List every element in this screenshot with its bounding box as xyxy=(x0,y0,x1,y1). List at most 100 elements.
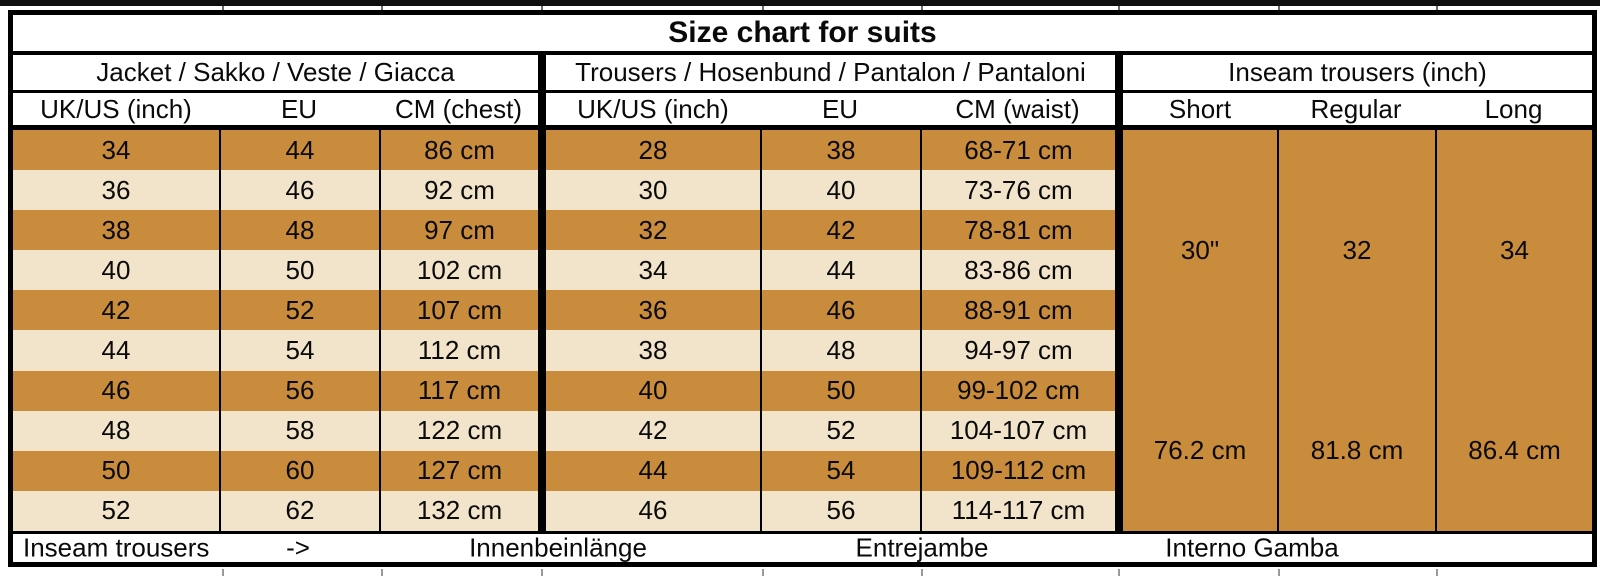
gridline-tick xyxy=(1436,569,1438,576)
trousers-eu-value: 54 xyxy=(760,450,920,491)
table-row: 38 48 97 cm xyxy=(13,210,538,251)
jacket-group-header: Jacket / Sakko / Veste / Giacca xyxy=(13,55,538,93)
trousers-cm-value: 83-86 cm xyxy=(920,250,1115,291)
trousers-col-eu: EU xyxy=(821,93,859,124)
gridline-tick xyxy=(381,6,383,10)
jacket-eu-value: 48 xyxy=(219,210,379,251)
trousers-rows: 28 38 68-71 cm 30 40 73-76 cm 32 42 78-81 cm 3… xyxy=(546,130,1115,531)
jacket-cm-value: 117 cm xyxy=(379,370,538,411)
jacket-section: Jacket / Sakko / Veste / Giacca UK/US (i… xyxy=(13,55,538,531)
inseam-group-header: Inseam trousers (inch) xyxy=(1123,55,1592,93)
jacket-ukus-value: 34 xyxy=(101,134,131,165)
table-row: 30 40 73-76 cm xyxy=(546,170,1115,211)
table-row: 34 44 86 cm xyxy=(13,130,538,171)
table-row: 44 54 112 cm xyxy=(13,330,538,371)
inseam-col-regular: Regular xyxy=(1310,93,1402,124)
table-row: 48 58 122 cm xyxy=(13,410,538,451)
table-row: 40 50 99-102 cm xyxy=(546,370,1115,411)
trousers-ukus-value: 44 xyxy=(638,455,668,486)
trousers-cm-value: 109-112 cm xyxy=(920,450,1115,491)
inseam-regular-column: 32 81.8 cm xyxy=(1277,130,1435,531)
jacket-eu-value: 52 xyxy=(219,290,379,331)
trousers-cm-value: 99-102 cm xyxy=(920,370,1115,411)
trousers-eu-value: 52 xyxy=(760,410,920,451)
trousers-ukus-value: 28 xyxy=(638,134,668,165)
jacket-eu-value: 46 xyxy=(219,170,379,211)
size-chart-table: Size chart for suits Jacket / Sakko / Ve… xyxy=(8,10,1597,567)
trousers-cm-value: 88-91 cm xyxy=(920,290,1115,331)
inseam-regular-inch: 32 xyxy=(1342,234,1372,265)
jacket-cm-value: 92 cm xyxy=(379,170,538,211)
jacket-ukus-value: 52 xyxy=(101,495,131,526)
trousers-eu-value: 56 xyxy=(760,490,920,531)
jacket-ukus-value: 36 xyxy=(101,174,131,205)
jacket-ukus-value: 38 xyxy=(101,214,131,245)
trousers-cm-value: 68-71 cm xyxy=(920,130,1115,171)
inseam-long-cm: 86.4 cm xyxy=(1468,435,1561,466)
gridline-tick xyxy=(1278,6,1280,10)
trousers-col-cm: CM (waist) xyxy=(955,93,1080,124)
trousers-ukus-value: 34 xyxy=(638,254,668,285)
jacket-cm-value: 112 cm xyxy=(379,330,538,371)
gridline-tick xyxy=(222,569,224,576)
gridline-tick xyxy=(921,6,923,10)
inseam-col-short: Short xyxy=(1168,93,1232,124)
trousers-cm-value: 114-117 cm xyxy=(920,490,1115,531)
table-row: 32 42 78-81 cm xyxy=(546,210,1115,251)
trousers-cm-value: 104-107 cm xyxy=(920,410,1115,451)
jacket-ukus-value: 48 xyxy=(101,415,131,446)
table-row: 40 50 102 cm xyxy=(13,250,538,291)
jacket-cm-value: 122 cm xyxy=(379,410,538,451)
trousers-eu-value: 44 xyxy=(760,250,920,291)
table-row: 46 56 117 cm xyxy=(13,370,538,411)
trousers-ukus-value: 30 xyxy=(638,174,668,205)
jacket-ukus-value: 46 xyxy=(101,375,131,406)
table-row: 36 46 88-91 cm xyxy=(546,290,1115,331)
trousers-cm-value: 94-97 cm xyxy=(920,330,1115,371)
jacket-cm-value: 102 cm xyxy=(379,250,538,291)
trousers-ukus-value: 46 xyxy=(638,495,668,526)
inseam-regular-cm: 81.8 cm xyxy=(1310,435,1404,466)
jacket-cm-value: 86 cm xyxy=(379,130,538,171)
jacket-eu-value: 60 xyxy=(219,450,379,491)
trousers-eu-value: 46 xyxy=(760,290,920,331)
trousers-ukus-value: 38 xyxy=(638,335,668,366)
gridline-tick xyxy=(1118,6,1120,10)
jacket-cm-value: 107 cm xyxy=(379,290,538,331)
gridline-tick xyxy=(222,6,224,10)
inseam-short-cm: 76.2 cm xyxy=(1153,435,1247,466)
trousers-group-header: Trousers / Hosenbund / Pantalon / Pantal… xyxy=(546,55,1115,93)
jacket-subheader-row: UK/US (inch) EU CM (chest) xyxy=(13,93,538,130)
trousers-ukus-value: 36 xyxy=(638,294,668,325)
gridline-tick xyxy=(381,569,383,576)
table-row: 52 62 132 cm xyxy=(13,490,538,531)
gridline-tick xyxy=(921,569,923,576)
jacket-col-eu: EU xyxy=(280,93,318,124)
jacket-ukus-value: 44 xyxy=(101,335,131,366)
footer-italian-translation: Interno Gamba xyxy=(1165,532,1339,563)
table-row: 42 52 104-107 cm xyxy=(546,410,1115,451)
inseam-long-column: 34 86.4 cm xyxy=(1435,130,1592,531)
trousers-col-ukus: UK/US (inch) xyxy=(577,93,729,124)
footer-french-translation: Entrejambe xyxy=(855,532,989,563)
trousers-ukus-value: 42 xyxy=(638,415,668,446)
jacket-eu-value: 56 xyxy=(219,370,379,411)
trousers-eu-value: 48 xyxy=(760,330,920,371)
jacket-eu-value: 58 xyxy=(219,410,379,451)
footer-german-translation: Innenbeinlänge xyxy=(469,532,647,563)
trousers-eu-value: 42 xyxy=(760,210,920,251)
trousers-ukus-value: 40 xyxy=(638,375,668,406)
table-row: 50 60 127 cm xyxy=(13,450,538,491)
table-row: 46 56 114-117 cm xyxy=(546,490,1115,531)
jacket-cm-value: 97 cm xyxy=(379,210,538,251)
jacket-eu-value: 54 xyxy=(219,330,379,371)
inseam-long-inch: 34 xyxy=(1500,234,1529,265)
footer-arrow: -> xyxy=(286,532,310,563)
gridline-tick xyxy=(1278,569,1280,576)
trousers-eu-value: 50 xyxy=(760,370,920,411)
jacket-cm-value: 132 cm xyxy=(379,490,538,531)
jacket-ukus-value: 50 xyxy=(101,455,131,486)
inseam-short-inch: 30" xyxy=(1180,234,1220,265)
section-divider xyxy=(538,55,546,531)
